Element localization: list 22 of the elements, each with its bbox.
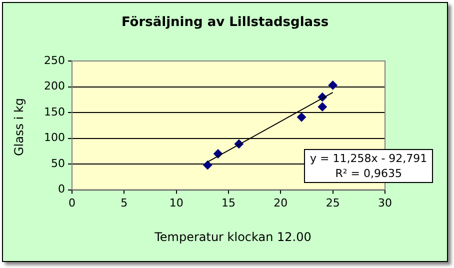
y-tick-label: 200	[44, 80, 65, 93]
y-tick-label: 250	[44, 54, 65, 67]
point	[297, 112, 306, 122]
point	[328, 80, 338, 90]
point	[203, 160, 212, 170]
x-tick-label: 20	[274, 196, 288, 210]
x-axis-title: Temperatur klockan 12.00	[154, 230, 312, 244]
y-tick-label: 100	[44, 131, 65, 144]
x-tick-label: 30	[378, 196, 392, 210]
x-tick-label: 25	[326, 196, 340, 210]
x-tick-label: 15	[222, 196, 236, 210]
x-tick-label: 5	[120, 196, 128, 210]
chart-title: Försäljning av Lillstadsglass	[120, 15, 330, 30]
x-tick-label: 0	[68, 196, 76, 210]
y-tick-label: 150	[44, 105, 65, 118]
y-axis-title: Glass i kg	[12, 98, 26, 156]
annotation: y = 11,258x - 92,791	[310, 152, 428, 165]
y-tick-label: 0	[58, 182, 65, 196]
y-tick-label: 50	[50, 156, 65, 170]
x-tick-label: 10	[169, 196, 184, 210]
point	[318, 102, 327, 112]
annotation: R² = 0,9635	[335, 167, 402, 180]
